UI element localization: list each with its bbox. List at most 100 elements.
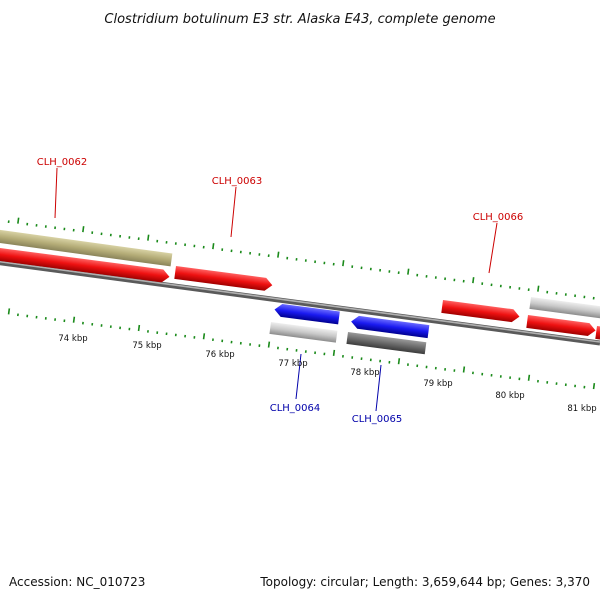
reverse-track-minor-tick — [360, 357, 363, 361]
forward-track-minor-tick — [258, 253, 261, 256]
dark-grey-feature-clh-0065 — [346, 331, 427, 355]
forward-track-minor-tick — [44, 225, 47, 228]
reverse-track-minor-tick — [230, 340, 233, 344]
forward-track-minor-tick — [91, 231, 94, 234]
reverse-track-minor-tick — [91, 322, 94, 326]
forward-track-minor-tick — [314, 260, 317, 264]
reverse-track-minor-tick — [564, 383, 567, 387]
gene-label-clh-0065: CLH_0065 — [352, 414, 403, 425]
forward-track-major-tick — [212, 243, 215, 250]
forward-track-minor-tick — [72, 228, 75, 232]
reverse-track-minor-tick — [388, 360, 391, 364]
forward-track-minor-tick — [184, 243, 187, 247]
forward-track-minor-tick — [239, 250, 242, 254]
reverse-track-minor-tick — [221, 339, 224, 343]
tick-label-76kbp: 76 kbp — [205, 350, 234, 360]
reverse-track-minor-tick — [286, 347, 289, 351]
forward-track-minor-tick — [444, 277, 447, 281]
forward-track-minor-tick — [434, 276, 437, 279]
forward-track-minor-tick — [304, 259, 307, 262]
forward-track-minor-tick — [388, 270, 391, 273]
forward-track-minor-tick — [249, 251, 252, 255]
reverse-track-minor-tick — [184, 334, 187, 338]
reverse-track-minor-tick — [434, 366, 437, 370]
forward-track-minor-tick — [156, 239, 159, 243]
forward-track-minor-tick — [527, 288, 530, 292]
reverse-track-major-tick — [397, 358, 401, 365]
reverse-track-minor-tick — [128, 327, 131, 331]
reverse-track-major-tick — [7, 308, 11, 315]
accession-label: Accession: NC_010723 — [9, 575, 145, 589]
tick-label-77kbp: 77 kbp — [278, 359, 307, 369]
gene-arrow-next — [526, 315, 596, 336]
forward-track-minor-tick — [137, 237, 140, 241]
reverse-track-minor-tick — [26, 314, 29, 318]
reverse-track-major-tick — [527, 374, 531, 381]
reverse-track-minor-tick — [147, 330, 149, 333]
reverse-track-minor-tick — [314, 351, 317, 355]
reverse-track-minor-tick — [109, 325, 112, 329]
forward-track-minor-tick — [453, 278, 456, 282]
reverse-track-minor-tick — [342, 354, 344, 358]
gene-arrow-clh-0062 — [0, 246, 170, 283]
reverse-track-minor-tick — [407, 363, 409, 366]
reverse-track-minor-tick — [537, 379, 539, 383]
forward-track-minor-tick — [490, 283, 493, 287]
reverse-track-minor-tick — [379, 359, 382, 363]
reverse-track-minor-tick — [156, 331, 159, 334]
reverse-track-minor-tick — [100, 324, 103, 327]
reverse-track-minor-tick — [44, 317, 47, 320]
reverse-track-major-tick — [332, 349, 336, 356]
reverse-track-major-tick — [202, 333, 206, 340]
tick-label-78kbp: 78 kbp — [350, 368, 379, 378]
forward-track-minor-tick — [221, 248, 224, 251]
rna-feature — [0, 228, 173, 267]
reverse-track-minor-tick — [323, 352, 326, 356]
forward-track-major-tick — [537, 285, 540, 292]
forward-track-minor-tick — [128, 236, 131, 239]
forward-track-minor-tick — [295, 257, 298, 261]
reverse-track-major-tick — [592, 383, 596, 390]
forward-track-minor-tick — [174, 242, 177, 245]
grey-feature-clh-0064 — [269, 322, 338, 343]
forward-track-minor-tick — [165, 240, 168, 244]
genome-summary: Topology: circular; Length: 3,659,644 bp… — [259, 575, 590, 589]
reverse-track-minor-tick — [583, 385, 586, 389]
reverse-track-minor-tick — [193, 336, 196, 339]
reverse-track-minor-tick — [35, 315, 38, 319]
gene-arrow-clh-0065 — [351, 315, 430, 339]
tick-label-79kbp: 79 kbp — [423, 379, 452, 389]
forward-track-minor-tick — [379, 268, 382, 272]
forward-track-major-tick — [277, 251, 280, 258]
reverse-track-minor-tick — [416, 364, 419, 368]
forward-track-minor-tick — [499, 284, 502, 288]
reverse-track-major-tick — [462, 366, 466, 373]
forward-track-minor-tick — [369, 267, 372, 271]
gene-label-leaders — [54, 167, 498, 412]
forward-track-minor-tick — [518, 287, 521, 290]
reverse-track-minor-tick — [277, 346, 279, 350]
forward-track-major-tick — [407, 268, 410, 275]
forward-track-minor-tick — [564, 293, 567, 296]
forward-track-major-tick — [342, 260, 345, 267]
reverse-track-minor-tick — [490, 373, 493, 377]
forward-track-minor-tick — [267, 254, 270, 258]
forward-track-minor-tick — [397, 271, 400, 275]
forward-track-minor-tick — [546, 290, 549, 294]
tick-label-80kbp: 80 kbp — [495, 391, 524, 401]
map-title: Clostridium botulinum E3 str. Alaska E43… — [104, 12, 495, 27]
forward-track-minor-tick — [360, 266, 363, 270]
reverse-track-minor-tick — [17, 313, 19, 317]
reverse-track-minor-tick — [54, 318, 57, 321]
forward-track-minor-tick — [574, 294, 577, 298]
forward-track-minor-tick — [592, 296, 595, 300]
gene-label-clh-0062: CLH_0062 — [37, 157, 88, 168]
reverse-track-minor-tick — [518, 377, 521, 381]
gene-arrow-clh-0066 — [441, 300, 520, 323]
forward-track-minor-tick — [425, 274, 428, 278]
reverse-track-minor-tick — [63, 319, 66, 323]
gene-arrow-clh-0063 — [174, 266, 273, 291]
reverse-track-minor-tick — [165, 332, 168, 336]
forward-track-minor-tick — [119, 234, 122, 238]
forward-track-minor-tick — [100, 232, 103, 236]
